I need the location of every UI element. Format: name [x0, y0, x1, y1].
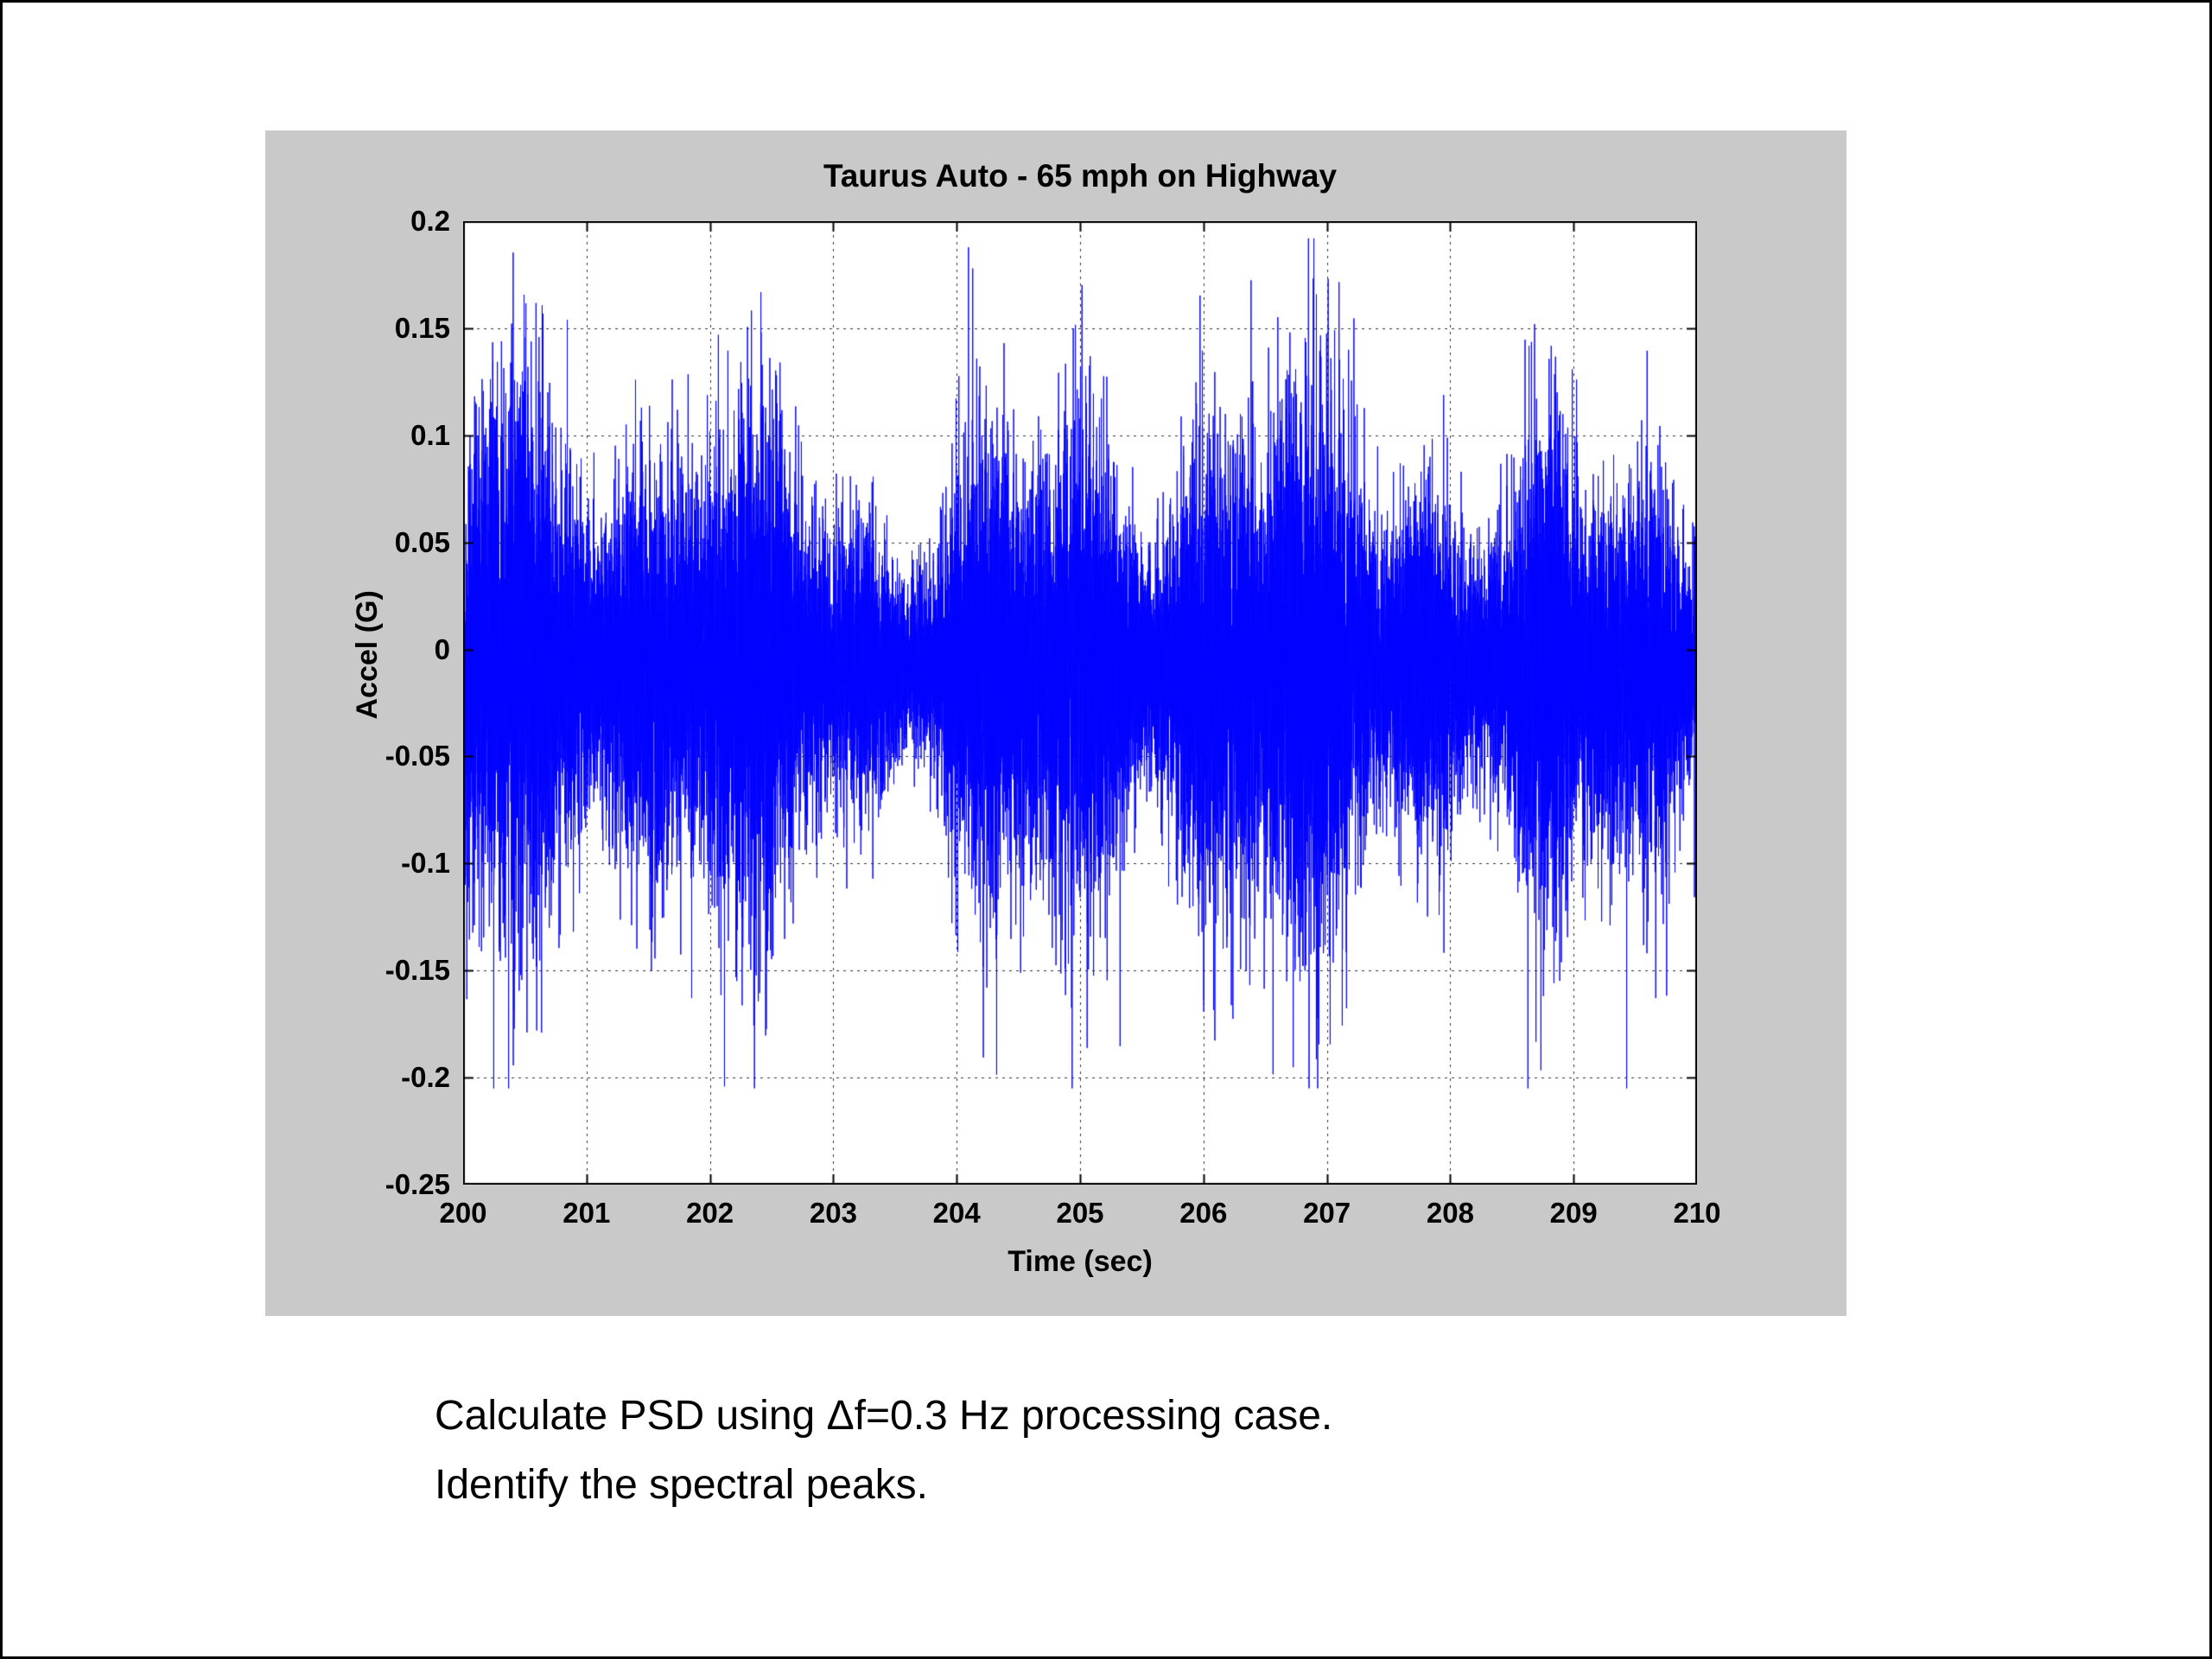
caption-text: Calculate PSD using Δf=0.3 Hz processing… — [435, 1382, 1332, 1520]
x-tick-label: 205 — [1056, 1197, 1104, 1229]
y-tick-label: -0.05 — [385, 740, 450, 772]
x-tick-label: 210 — [1673, 1197, 1721, 1229]
waveform-canvas — [463, 221, 1697, 1185]
y-tick-label: 0.05 — [394, 525, 450, 558]
caption-line-2: Identify the spectral peaks. — [435, 1462, 928, 1508]
x-tick-label: 201 — [563, 1197, 611, 1229]
y-tick-label: -0.15 — [385, 954, 450, 987]
x-tick-label: 206 — [1179, 1197, 1228, 1229]
x-tick-label: 208 — [1426, 1197, 1474, 1229]
caption-line-1: Calculate PSD using Δf=0.3 Hz processing… — [435, 1393, 1333, 1439]
y-tick-label: 0.2 — [410, 205, 450, 237]
y-tick-label: -0.2 — [401, 1061, 450, 1094]
x-tick-label: 209 — [1549, 1197, 1598, 1229]
y-tick-label: 0.1 — [410, 418, 450, 451]
x-tick-label: 203 — [809, 1197, 857, 1229]
chart-title: Taurus Auto - 65 mph on Highway — [823, 158, 1338, 194]
y-tick-label: 0 — [434, 632, 450, 665]
x-tick-label: 204 — [932, 1197, 981, 1229]
y-axis-label: Accel (G) — [351, 590, 385, 720]
y-tick-label: 0.15 — [394, 311, 450, 344]
x-tick-label: 202 — [686, 1197, 734, 1229]
y-tick-label: -0.25 — [385, 1168, 450, 1200]
x-tick-label: 207 — [1303, 1197, 1351, 1229]
plot-area — [463, 221, 1697, 1185]
y-tick-label: -0.1 — [401, 847, 450, 880]
x-tick-label: 200 — [439, 1197, 487, 1229]
x-axis-label: Time (sec) — [1007, 1245, 1153, 1278]
